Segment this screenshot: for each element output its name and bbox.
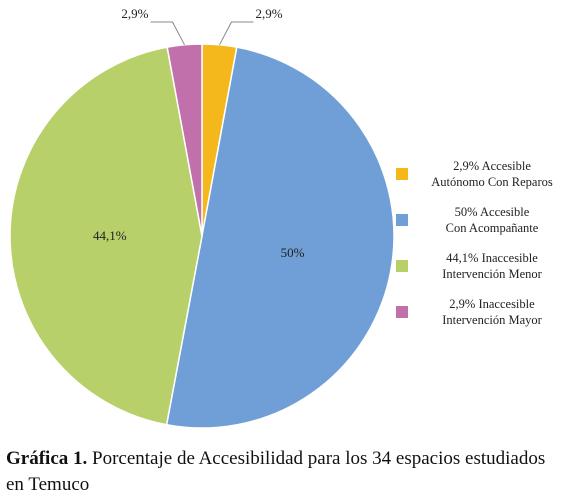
data-label: 2,9% — [121, 6, 148, 21]
legend-label: 2,9% Accesible Autónomo Con Reparos — [431, 159, 553, 189]
pie-slices — [9, 43, 395, 429]
legend-label: 2,9% Inaccesible Intervención Mayor — [442, 297, 542, 327]
legend-swatch-inaccesible-mayor — [396, 306, 408, 318]
legend-item-accesible-autonomo: 2,9% Accesible Autónomo Con Reparos — [396, 156, 566, 199]
legend-item-inaccesible-mayor: 2,9% Inaccesible Intervención Mayor — [396, 294, 566, 337]
chart-legend: 2,9% Accesible Autónomo Con Reparos 50% … — [396, 156, 566, 340]
pie-data-labels: 2,9% 50% 44,1% 2,9% — [93, 6, 305, 260]
legend-swatch-accesible-autonomo — [396, 168, 408, 180]
legend-item-accesible-acompanante: 50% Accesible Con Acompañante — [396, 202, 566, 245]
slice-inaccesible-menor — [9, 46, 203, 426]
pie-chart: 2,9% 50% 44,1% 2,9% — [9, 6, 395, 429]
slice-inaccesible-mayor — [166, 43, 203, 237]
slice-accesible-acompanante — [165, 46, 395, 429]
legend-label: 50% Accesible Con Acompañante — [445, 205, 539, 235]
legend-swatch-accesible-acompanante — [396, 214, 408, 226]
data-label: 50% — [281, 245, 305, 260]
leader-line — [150, 21, 185, 46]
data-label: 44,1% — [93, 228, 127, 243]
caption-text: Porcentaje de Accesibilidad para los 34 … — [6, 448, 546, 495]
legend-label: 44,1% Inaccesible Intervención Menor — [442, 251, 542, 281]
caption-label: Gráfica 1. — [6, 448, 88, 469]
legend-item-inaccesible-menor: 44,1% Inaccesible Intervención Menor — [396, 248, 566, 291]
legend-swatch-inaccesible-menor — [396, 260, 408, 272]
data-label: 2,9% — [255, 6, 282, 21]
figure-caption: Gráfica 1. Porcentaje de Accesibilidad p… — [6, 446, 566, 498]
leader-line — [219, 21, 254, 46]
